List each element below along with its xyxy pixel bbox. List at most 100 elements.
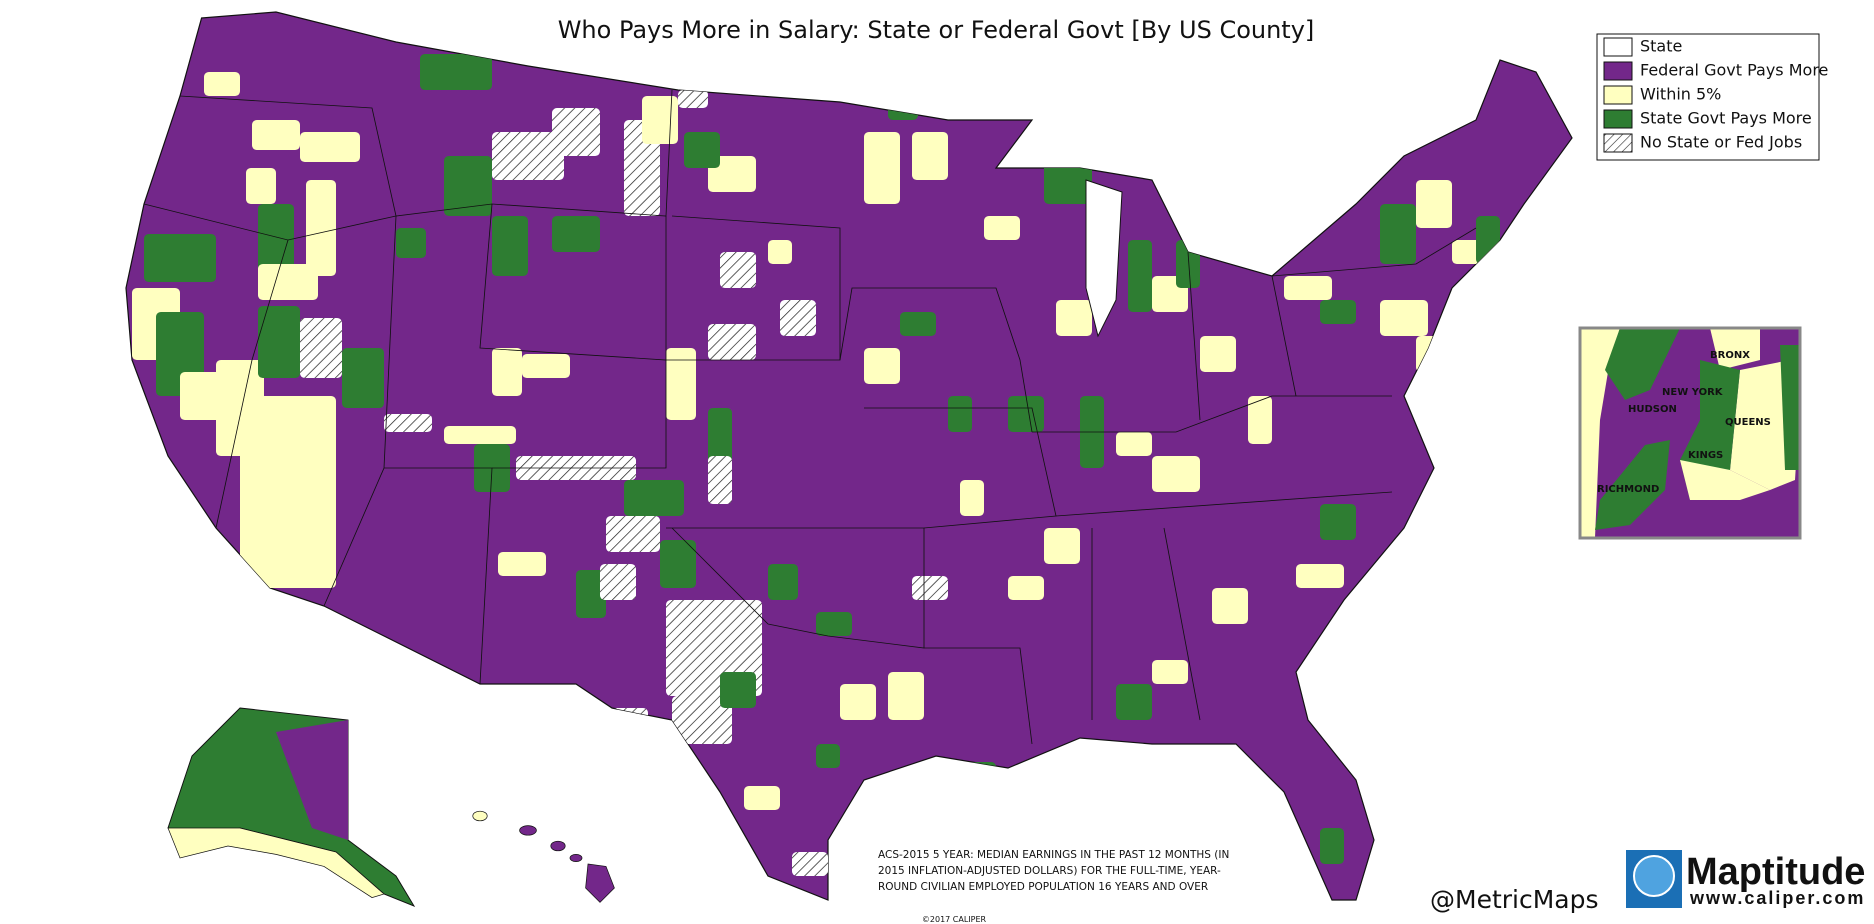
county-patch <box>1056 300 1092 336</box>
copyright: ©2017 CALIPER <box>922 915 987 924</box>
inset-patch <box>1580 328 1620 538</box>
county-patch <box>666 348 696 421</box>
inset-patch <box>1595 440 1670 530</box>
map-shape <box>519 825 537 836</box>
county-patch <box>246 168 276 205</box>
county-patch <box>1116 684 1152 720</box>
county-patch <box>552 216 600 253</box>
map-shape <box>569 854 583 862</box>
county-patch <box>888 84 919 121</box>
county-patch <box>252 120 300 150</box>
map-shape <box>1271 227 1477 277</box>
county-patch <box>444 156 493 217</box>
county-patch <box>444 426 516 445</box>
county-patch <box>384 414 433 433</box>
county-patch <box>1380 300 1428 336</box>
alaska-coast <box>167 827 385 898</box>
county-patch <box>306 180 336 276</box>
county-patch <box>984 216 1021 241</box>
county-patch <box>342 348 384 409</box>
county-patch <box>708 456 732 505</box>
county-patch <box>1320 300 1356 324</box>
county-patch <box>300 318 342 378</box>
map-shape <box>179 89 673 217</box>
nyc-inset: BRONX NEW YORK HUDSON QUEENS KINGS RICHMOND <box>1578 326 1802 540</box>
map-shape <box>1091 527 1201 721</box>
county-patch <box>1008 576 1044 600</box>
county-patch <box>816 612 853 636</box>
continental-us <box>125 11 1573 901</box>
county-patch <box>1416 180 1452 229</box>
county-patch <box>612 708 648 732</box>
map-title: Who Pays More in Salary: State or Federa… <box>558 16 1315 44</box>
map-shape <box>492 215 841 469</box>
county-patch <box>258 306 300 378</box>
county-patch <box>684 132 720 168</box>
borough-label: RICHMOND <box>1597 484 1659 495</box>
county-patch <box>912 576 949 600</box>
state-borders <box>143 89 1477 745</box>
map-shape <box>472 810 488 822</box>
county-patch <box>864 348 901 384</box>
logo-url: www.caliper.com <box>1689 888 1865 908</box>
county-patch <box>576 570 606 618</box>
county-patch <box>1248 396 1272 445</box>
legend-label: State Govt Pays More <box>1640 109 1812 128</box>
county-patch <box>672 696 732 744</box>
us-map <box>125 11 1573 907</box>
inset-patch <box>1710 328 1760 370</box>
footnote: ACS-2015 5 YEAR: MEDIAN EARNINGS IN THE … <box>878 849 1229 893</box>
county-patch <box>960 480 985 516</box>
county-patch <box>768 240 793 264</box>
borough-label: KINGS <box>1688 450 1723 461</box>
map-shape <box>1032 395 1393 433</box>
county-patch <box>720 672 756 708</box>
map-shape <box>287 215 397 607</box>
twitter-handle: @MetricMaps <box>1430 885 1599 914</box>
county-patch <box>1200 336 1236 372</box>
county-patch <box>1320 828 1344 865</box>
logo-name: Maptitude <box>1686 851 1865 893</box>
county-patch <box>888 672 925 720</box>
map-shape <box>924 647 1033 745</box>
county-patch <box>912 132 949 180</box>
legend-box <box>1596 33 1820 161</box>
county-patch <box>1476 216 1500 264</box>
note-line: 2015 INFLATION-ADJUSTED DOLLARS) FOR THE… <box>878 865 1221 877</box>
legend-swatch <box>1603 37 1633 57</box>
county-patch <box>522 354 570 378</box>
county-patch <box>552 108 600 156</box>
county-patch <box>624 480 684 516</box>
county-patch <box>492 216 528 276</box>
county-patch <box>720 252 756 288</box>
legend-label: State <box>1640 37 1682 56</box>
county-patch <box>1296 564 1344 588</box>
county-patch <box>420 54 493 90</box>
county-patch <box>1212 588 1248 624</box>
map-shape <box>1055 491 1393 517</box>
county-patch <box>642 96 678 144</box>
county-patch <box>204 72 241 96</box>
county-patch <box>1380 204 1416 264</box>
county-patch <box>624 120 660 217</box>
county-patch <box>492 348 522 397</box>
county-patch <box>1320 504 1356 540</box>
county-patch <box>258 204 294 276</box>
county-patch <box>1284 276 1332 300</box>
map-shape <box>143 203 289 529</box>
county-patch <box>660 540 696 588</box>
county-patch <box>300 132 360 162</box>
county-patch <box>396 228 427 258</box>
county-patch <box>1128 240 1152 312</box>
county-patch <box>1044 156 1092 205</box>
legend: State Federal Govt Pays More Within 5% Stat… <box>1596 33 1828 161</box>
county-patch <box>258 264 318 300</box>
inset-patch <box>1605 328 1680 400</box>
inset-patch <box>1680 460 1770 500</box>
county-patch <box>816 744 841 768</box>
legend-swatch <box>1603 61 1633 81</box>
county-patch <box>708 324 756 360</box>
county-patch <box>144 234 217 282</box>
